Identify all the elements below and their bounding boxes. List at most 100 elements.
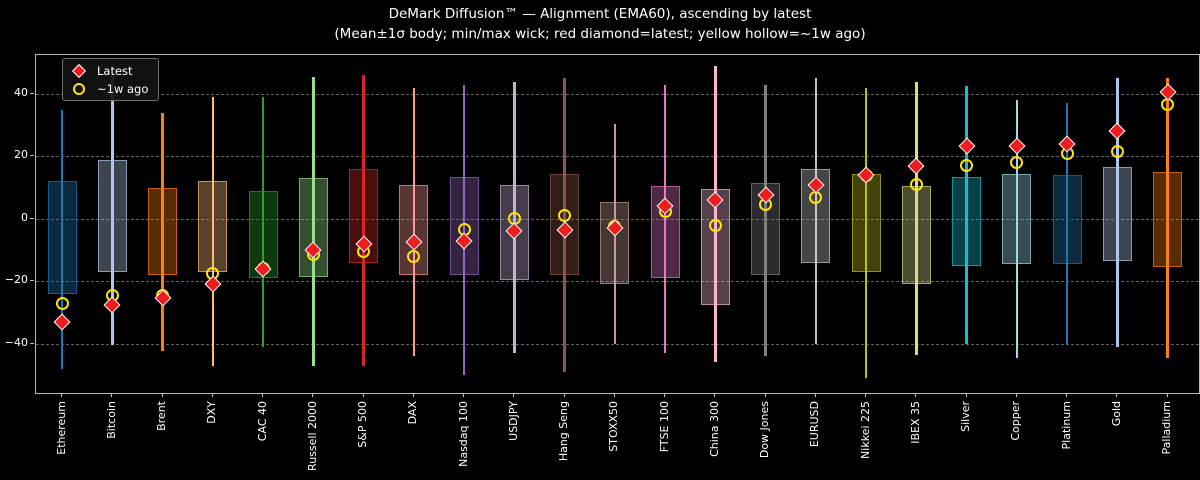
minmax-wick: [1166, 78, 1169, 358]
legend-item-week-ago: ~1w ago: [71, 81, 148, 96]
minmax-wick: [211, 97, 214, 366]
x-axis-tick: [865, 393, 866, 397]
title-block: DeMark Diffusion™ — Alignment (EMA60), a…: [0, 5, 1200, 44]
minmax-wick: [864, 87, 868, 378]
minmax-wick: [60, 109, 64, 369]
latest-diamond-marker: [1008, 137, 1026, 154]
x-axis-label: Copper: [1009, 401, 1023, 441]
chart-title: DeMark Diffusion™ — Alignment (EMA60), a…: [388, 6, 812, 22]
y-axis-tick: [30, 342, 34, 344]
minmax-wick: [915, 81, 918, 355]
week-ago-circle-marker: [407, 249, 421, 263]
x-axis-tick: [1015, 393, 1017, 397]
minmax-wick: [1116, 78, 1119, 347]
week-ago-circle-marker: [558, 209, 571, 223]
gridline: [36, 343, 1199, 345]
gridline: [36, 156, 1199, 158]
week-ago-ring-icon: [71, 82, 87, 95]
latest-diamond-marker: [204, 275, 222, 293]
y-axis-tick-label: 20: [14, 148, 28, 162]
latest-diamond-icon: [71, 63, 87, 78]
x-axis-label: IBEX 35: [908, 401, 922, 444]
minmax-wick: [814, 78, 817, 344]
x-axis-tick: [161, 393, 163, 397]
x-axis-tick: [1066, 393, 1067, 397]
minmax-wick: [111, 72, 114, 346]
x-axis-label: Palladium: [1160, 401, 1173, 455]
y-axis-tick: [30, 217, 34, 219]
minmax-wick: [663, 84, 667, 354]
y-axis-tick: [30, 280, 34, 282]
week-ago-circle-marker: [909, 178, 923, 192]
x-axis-label: FTSE 100: [657, 401, 671, 453]
latest-diamond-marker: [1108, 122, 1126, 140]
gridline: [36, 218, 1199, 220]
x-axis-label: Brent: [155, 401, 168, 431]
x-axis-tick: [211, 393, 213, 397]
x-axis-label: DAX: [406, 401, 420, 425]
x-axis-tick: [61, 393, 62, 397]
x-axis-tick: [664, 393, 665, 397]
x-axis-tick: [1166, 393, 1168, 397]
latest-diamond-marker: [958, 137, 975, 154]
x-axis-tick: [915, 393, 917, 397]
minmax-wick: [312, 76, 315, 366]
x-axis-label: USDJPY: [506, 401, 520, 441]
y-axis-tick-label: 40: [14, 86, 28, 99]
x-axis-label: DXY: [205, 401, 219, 424]
week-ago-circle-marker: [960, 159, 973, 173]
x-axis-label: Gold: [1109, 401, 1123, 427]
x-axis-label: STOXX50: [607, 401, 621, 452]
x-axis-label: Silver: [959, 401, 972, 432]
y-axis-tick-label: −40: [4, 335, 28, 349]
week-ago-circle-marker: [55, 296, 69, 310]
legend-latest-label: Latest: [97, 63, 133, 78]
minmax-wick: [714, 65, 717, 363]
x-axis-tick: [412, 393, 414, 397]
minmax-wick: [362, 75, 365, 366]
x-axis-tick: [362, 393, 364, 397]
minmax-wick: [261, 97, 265, 347]
minmax-wick: [965, 86, 968, 344]
latest-diamond-marker: [53, 313, 71, 331]
y-axis-tick-label: 0: [21, 210, 28, 224]
legend: Latest ~1w ago: [62, 58, 160, 101]
x-axis-label: Nasdaq 100: [456, 401, 470, 467]
chart-subtitle: (Mean±1σ body; min/max wick; red diamond…: [334, 25, 866, 42]
x-axis-tick: [563, 393, 565, 397]
x-axis-tick: [1116, 393, 1118, 397]
x-axis-tick: [613, 393, 615, 397]
week-ago-circle-marker: [1110, 145, 1124, 159]
x-axis-label: EURUSD: [808, 401, 822, 448]
x-axis-tick: [262, 393, 263, 397]
x-axis-label: S&P 500: [356, 401, 369, 448]
latest-diamond-marker: [907, 157, 925, 175]
plot-area: [35, 54, 1200, 394]
x-axis-tick: [965, 393, 967, 397]
x-axis-tick: [814, 393, 816, 397]
x-axis-label: CAC 40: [255, 401, 269, 442]
minmax-wick: [1015, 100, 1018, 358]
x-axis-tick: [111, 393, 113, 397]
y-axis-tick: [30, 155, 34, 157]
minmax-wick: [764, 84, 767, 357]
gridline: [36, 94, 1199, 95]
x-axis-label: Nikkei 225: [858, 401, 872, 459]
x-axis-tick: [714, 393, 716, 397]
x-axis-tick: [513, 393, 515, 397]
latest-diamond-marker: [1159, 83, 1176, 101]
x-axis-label: China 300: [707, 401, 721, 457]
y-axis-tick: [30, 93, 34, 94]
week-ago-circle-marker: [1010, 156, 1024, 170]
x-axis-label: Platinum: [1059, 401, 1073, 450]
legend-item-latest: Latest: [71, 63, 148, 78]
minmax-wick: [1065, 103, 1069, 346]
x-axis-label: Bitcoin: [104, 401, 118, 439]
y-axis-tick-label: −20: [4, 273, 28, 287]
minmax-wick: [412, 87, 415, 357]
minmax-wick: [161, 112, 164, 352]
legend-week-ago-label: ~1w ago: [97, 81, 149, 96]
x-axis-label: Ethereum: [54, 401, 68, 455]
x-axis-label: Russell 2000: [305, 401, 319, 471]
